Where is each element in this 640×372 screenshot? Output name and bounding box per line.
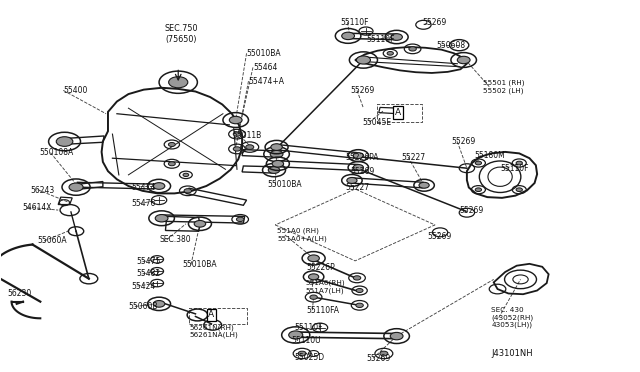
Text: 55476: 55476 xyxy=(132,199,156,208)
Circle shape xyxy=(476,188,481,192)
Text: 55424: 55424 xyxy=(132,282,156,291)
Circle shape xyxy=(56,137,73,146)
Circle shape xyxy=(347,177,357,183)
Circle shape xyxy=(69,183,83,191)
Circle shape xyxy=(168,142,175,147)
Circle shape xyxy=(168,162,175,166)
Text: 56243: 56243 xyxy=(30,186,54,195)
Circle shape xyxy=(380,351,388,356)
Circle shape xyxy=(353,153,364,158)
Circle shape xyxy=(516,188,522,192)
Text: 55475: 55475 xyxy=(137,257,161,266)
Text: 55227: 55227 xyxy=(346,183,370,192)
Text: 55060A: 55060A xyxy=(38,236,67,246)
Circle shape xyxy=(390,333,403,340)
Circle shape xyxy=(356,289,363,292)
Circle shape xyxy=(458,56,470,64)
Text: 55269: 55269 xyxy=(422,19,447,28)
Circle shape xyxy=(308,274,319,280)
Text: 55269: 55269 xyxy=(451,137,475,146)
Circle shape xyxy=(387,51,394,55)
Text: 55269: 55269 xyxy=(366,354,390,363)
Text: 55180M: 55180M xyxy=(474,151,506,160)
Text: 55110U: 55110U xyxy=(291,336,321,346)
Text: 55110F: 55110F xyxy=(366,35,394,44)
Circle shape xyxy=(272,160,284,167)
Circle shape xyxy=(391,34,403,40)
Text: 55060B: 55060B xyxy=(129,302,158,311)
Text: 56261N(RH)
56261NA(LH): 56261N(RH) 56261NA(LH) xyxy=(189,324,238,338)
Text: 55269: 55269 xyxy=(351,167,375,176)
Text: 55011B: 55011B xyxy=(232,131,261,141)
Text: 55110F: 55110F xyxy=(294,323,323,332)
Circle shape xyxy=(268,167,280,173)
Circle shape xyxy=(194,221,205,227)
Circle shape xyxy=(353,276,361,280)
Text: 55045E: 55045E xyxy=(363,118,392,127)
Circle shape xyxy=(233,132,241,136)
Text: 55226PA: 55226PA xyxy=(346,153,379,161)
Circle shape xyxy=(342,32,355,39)
Circle shape xyxy=(356,303,364,308)
Circle shape xyxy=(271,144,282,150)
Circle shape xyxy=(310,295,317,299)
Circle shape xyxy=(516,161,522,165)
Circle shape xyxy=(353,164,364,170)
Text: 54614X: 54614X xyxy=(22,203,52,212)
Circle shape xyxy=(270,150,283,158)
Text: SEC.380: SEC.380 xyxy=(159,235,191,244)
Text: A: A xyxy=(209,311,214,320)
Circle shape xyxy=(356,56,371,64)
Circle shape xyxy=(298,351,306,356)
Text: 55464: 55464 xyxy=(253,63,277,72)
Text: SEC. 430
(43052(RH)
43053(LH)): SEC. 430 (43052(RH) 43053(LH)) xyxy=(491,307,533,328)
Text: 55269: 55269 xyxy=(428,231,452,241)
Text: 55501 (RH)
55502 (LH): 55501 (RH) 55502 (LH) xyxy=(483,80,524,94)
Text: J43101NH: J43101NH xyxy=(491,349,532,358)
Text: 56230: 56230 xyxy=(7,289,31,298)
Circle shape xyxy=(154,183,165,189)
Circle shape xyxy=(236,217,244,221)
Text: 55227: 55227 xyxy=(402,153,426,161)
Text: 55400: 55400 xyxy=(63,86,88,95)
Circle shape xyxy=(308,255,319,262)
Circle shape xyxy=(156,215,168,222)
Circle shape xyxy=(154,301,165,307)
Text: 550108A: 550108A xyxy=(39,148,73,157)
Text: 55482: 55482 xyxy=(137,269,161,278)
Text: 55025D: 55025D xyxy=(294,353,324,362)
Text: 55010BA: 55010BA xyxy=(246,49,281,58)
Circle shape xyxy=(169,77,188,88)
Circle shape xyxy=(229,116,242,124)
Text: 55110F: 55110F xyxy=(340,18,369,27)
Text: 55110FA: 55110FA xyxy=(306,306,339,315)
Text: 55269: 55269 xyxy=(460,206,483,215)
Text: 55474+A: 55474+A xyxy=(248,77,284,86)
Text: 551A6(RH)
551A7(LH): 551A6(RH) 551A7(LH) xyxy=(306,280,346,294)
Circle shape xyxy=(184,189,191,193)
Circle shape xyxy=(233,147,241,151)
Text: 550608: 550608 xyxy=(436,41,465,50)
Text: 55269: 55269 xyxy=(351,86,375,95)
Text: 55010BA: 55010BA xyxy=(268,180,302,189)
Text: 55010BA: 55010BA xyxy=(182,260,218,269)
Circle shape xyxy=(409,47,417,51)
Circle shape xyxy=(289,331,303,339)
Text: SEC.750
(75650): SEC.750 (75650) xyxy=(164,24,198,44)
Circle shape xyxy=(246,145,254,150)
Text: A: A xyxy=(395,108,401,117)
Text: 551A0 (RH)
551A0+A(LH): 551A0 (RH) 551A0+A(LH) xyxy=(277,228,327,242)
Circle shape xyxy=(419,182,429,188)
Text: 55474: 55474 xyxy=(132,183,156,192)
Circle shape xyxy=(183,173,189,177)
Text: 55226P: 55226P xyxy=(306,263,335,272)
Text: 55110F: 55110F xyxy=(500,164,529,173)
Circle shape xyxy=(476,161,481,165)
